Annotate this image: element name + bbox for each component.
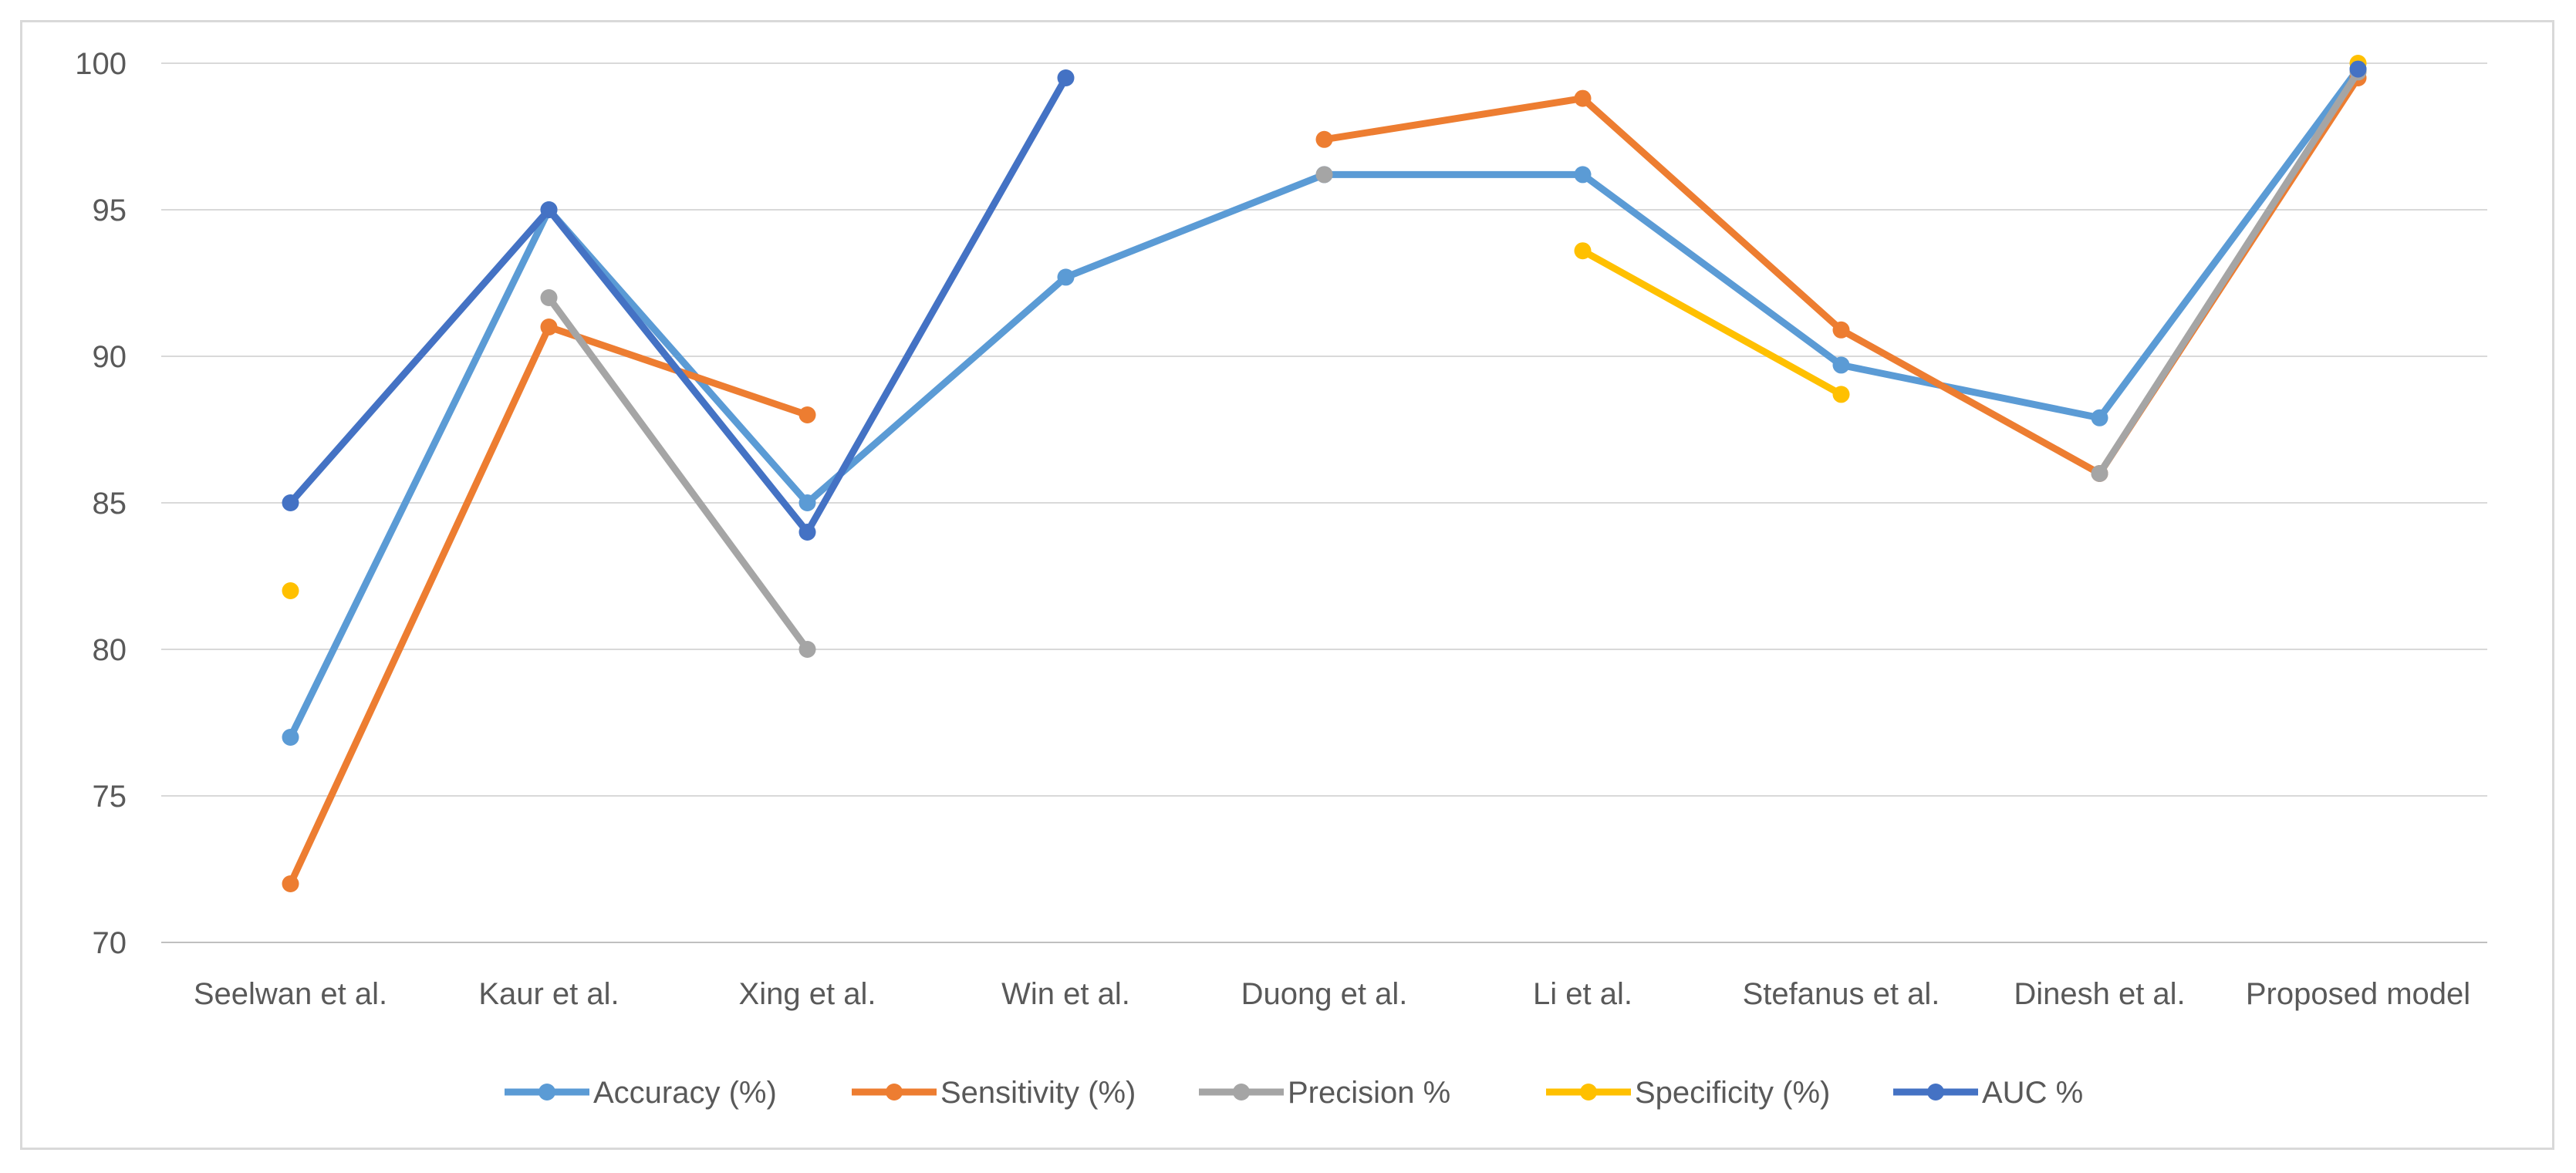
x-tick-label-proposed-model: Proposed model xyxy=(2246,977,2470,1011)
y-tick-label-75: 75 xyxy=(93,780,127,814)
legend-item-precision: Precision % xyxy=(1199,1076,1450,1110)
point-accuracy-xing-et-al xyxy=(798,494,816,511)
point-sensitivity-li-et-al xyxy=(1574,89,1592,107)
point-accuracy-li-et-al xyxy=(1574,166,1592,184)
x-axis-tick-labels: Seelwan et al. Kaur et al. Xing et al. Win … xyxy=(194,977,2470,1011)
point-accuracy-win-et-al xyxy=(1057,268,1075,286)
series-line-specificity-1 xyxy=(1579,247,1845,398)
legend-item-sensitivity: Sensitivity (%) xyxy=(852,1076,1136,1110)
point-specificity-li-et-al xyxy=(1574,242,1592,260)
x-tick-label-xing-et-al: Xing et al. xyxy=(739,977,876,1011)
point-auc-seelwan-et-al xyxy=(282,494,299,511)
point-accuracy-dinesh-et-al xyxy=(2091,409,2108,426)
y-tick-label-100: 100 xyxy=(75,47,127,81)
x-tick-label-win-et-al: Win et al. xyxy=(1001,977,1130,1011)
legend-swatch-marker xyxy=(538,1084,555,1101)
legend-label: Precision % xyxy=(1288,1076,1450,1110)
series-auc xyxy=(282,60,2367,541)
legend: Accuracy (%) Sensitivity (%) Precision % Sp… xyxy=(505,1076,2083,1110)
series-line-precision-0 xyxy=(545,294,811,653)
point-sensitivity-stefanus-et-al xyxy=(1832,321,1850,339)
point-sensitivity-seelwan-et-al xyxy=(282,875,299,892)
point-specificity-stefanus-et-al xyxy=(1832,386,1850,403)
series-accuracy xyxy=(282,60,2367,746)
x-tick-label-duong-et-al: Duong et al. xyxy=(1241,977,1408,1011)
chart-frame: 70 75 80 85 90 95 100 Seelwan et al. Kaur et al… xyxy=(20,20,2554,1150)
y-tick-label-85: 85 xyxy=(93,487,127,521)
line-chart: 70 75 80 85 90 95 100 Seelwan et al. Kaur et al… xyxy=(75,47,2487,1110)
x-tick-label-dinesh-et-al: Dinesh et al. xyxy=(2014,977,2185,1011)
point-auc-xing-et-al xyxy=(798,524,816,541)
series-line-auc-0 xyxy=(287,74,1069,536)
point-precision-kaur-et-al xyxy=(540,289,558,306)
gridlines xyxy=(161,62,2487,943)
series-sensitivity xyxy=(282,69,2367,892)
y-tick-label-95: 95 xyxy=(93,194,127,228)
point-precision-xing-et-al xyxy=(798,641,816,658)
legend-swatch-marker xyxy=(886,1084,903,1101)
point-auc-kaur-et-al xyxy=(540,201,558,218)
series-line-precision-2 xyxy=(2096,68,2362,477)
legend-label: AUC % xyxy=(1982,1076,2083,1110)
point-precision-duong-et-al xyxy=(1315,166,1333,184)
legend-item-accuracy: Accuracy (%) xyxy=(505,1076,777,1110)
y-axis-tick-labels: 70 75 80 85 90 95 100 xyxy=(75,47,127,960)
x-tick-label-li-et-al: Li et al. xyxy=(1533,977,1632,1011)
point-auc-proposed-model xyxy=(2349,60,2367,78)
legend-swatch-marker xyxy=(1927,1084,1944,1101)
y-tick-label-90: 90 xyxy=(93,340,127,374)
legend-label: Specificity (%) xyxy=(1635,1076,1830,1110)
legend-swatch-marker xyxy=(1233,1084,1250,1101)
point-sensitivity-duong-et-al xyxy=(1315,130,1333,148)
legend-label: Accuracy (%) xyxy=(593,1076,777,1110)
point-sensitivity-kaur-et-al xyxy=(540,319,558,335)
x-tick-label-seelwan-et-al: Seelwan et al. xyxy=(194,977,387,1011)
legend-swatch-marker xyxy=(1580,1084,1597,1101)
legend-item-specificity: Specificity (%) xyxy=(1546,1076,1830,1110)
point-sensitivity-xing-et-al xyxy=(798,406,816,423)
point-accuracy-stefanus-et-al xyxy=(1832,356,1850,374)
legend-label: Sensitivity (%) xyxy=(940,1076,1136,1110)
point-accuracy-seelwan-et-al xyxy=(282,729,299,746)
y-tick-label-80: 80 xyxy=(93,633,127,667)
point-specificity-seelwan-et-al xyxy=(282,582,299,599)
y-tick-label-70: 70 xyxy=(93,926,127,960)
point-auc-win-et-al xyxy=(1057,69,1075,86)
x-tick-label-stefanus-et-al: Stefanus et al. xyxy=(1743,977,1940,1011)
point-precision-dinesh-et-al xyxy=(2091,465,2108,482)
legend-item-auc: AUC % xyxy=(1893,1076,2083,1110)
series-precision xyxy=(540,63,2367,658)
x-tick-label-kaur-et-al: Kaur et al. xyxy=(478,977,619,1011)
series-lines xyxy=(282,55,2367,892)
